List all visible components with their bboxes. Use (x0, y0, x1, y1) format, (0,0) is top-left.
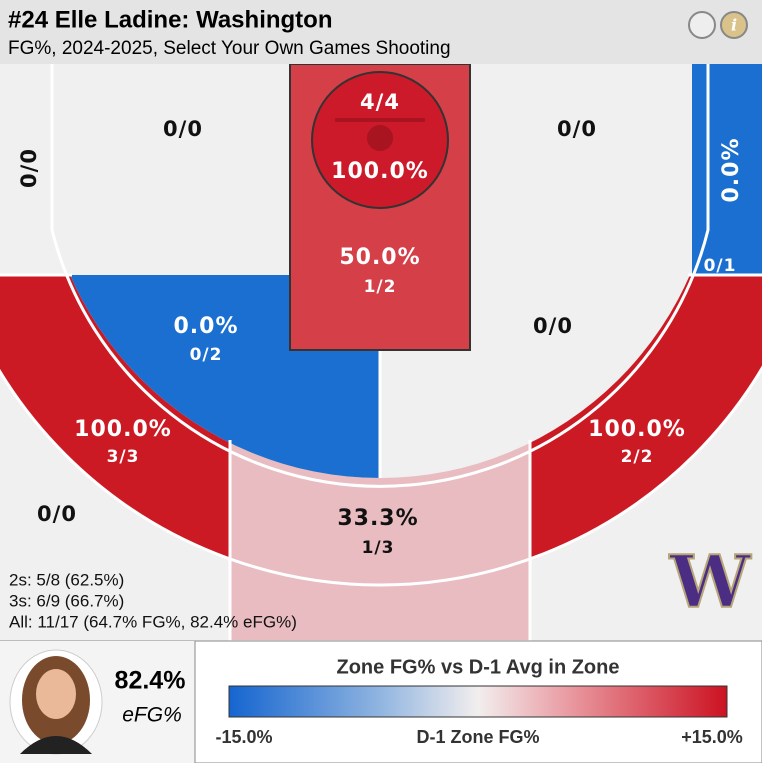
zone-made: 0/0 (163, 117, 203, 141)
legend-mid: D-1 Zone FG% (416, 727, 539, 747)
zone-made: 0/2 (190, 345, 223, 365)
title: #24 Elle Ladine: Washington (8, 6, 333, 33)
zone-made: 1/3 (362, 538, 395, 558)
zone-pct: 100.0% (331, 159, 429, 184)
zone-pct: 100.0% (588, 417, 686, 442)
summary-line: 2s: 5/8 (62.5%) (9, 570, 124, 589)
zone-pct: 0.0% (173, 314, 238, 339)
legend-gradient (228, 685, 728, 718)
header-bg (0, 0, 762, 64)
legend-title: Zone FG% vs D-1 Avg in Zone (337, 656, 620, 678)
summary-line: 3s: 6/9 (66.7%) (9, 591, 124, 610)
team-logo: W (669, 539, 752, 624)
legend-max: +15.0% (681, 727, 743, 747)
zone-made: 2/2 (621, 447, 654, 467)
efg-label: eFG% (122, 704, 182, 727)
zone-made: 0/0 (533, 314, 573, 338)
info-icon: i (731, 16, 737, 35)
zone-made: 0/0 (37, 502, 77, 526)
zone-pct: 100.0% (74, 417, 172, 442)
toggle-button[interactable] (688, 11, 716, 39)
zone-made: 0/1 (704, 256, 737, 276)
info-button[interactable] (720, 11, 748, 39)
zone-pct: 0.0% (719, 137, 744, 202)
zone-made: 0/0 (17, 148, 41, 188)
player-photo (9, 649, 103, 755)
three-point-line (50, 64, 710, 488)
zone-made: 0/0 (557, 117, 597, 141)
subtitle: FG%, 2024-2025, Select Your Own Games Sh… (8, 38, 451, 59)
zone-made: 1/2 (364, 277, 397, 297)
zone-pct: 33.3% (337, 506, 418, 531)
efg-value: 82.4% (115, 667, 186, 695)
right-corner-zone (692, 64, 762, 275)
summary-line: All: 11/17 (64.7% FG%, 82.4% eFG%) (9, 612, 297, 631)
court (0, 64, 762, 641)
zone-made: 3/3 (107, 447, 140, 467)
zone-made: 4/4 (360, 90, 400, 114)
legend-min: -15.0% (215, 727, 272, 747)
zone-pct: 50.0% (339, 245, 420, 270)
